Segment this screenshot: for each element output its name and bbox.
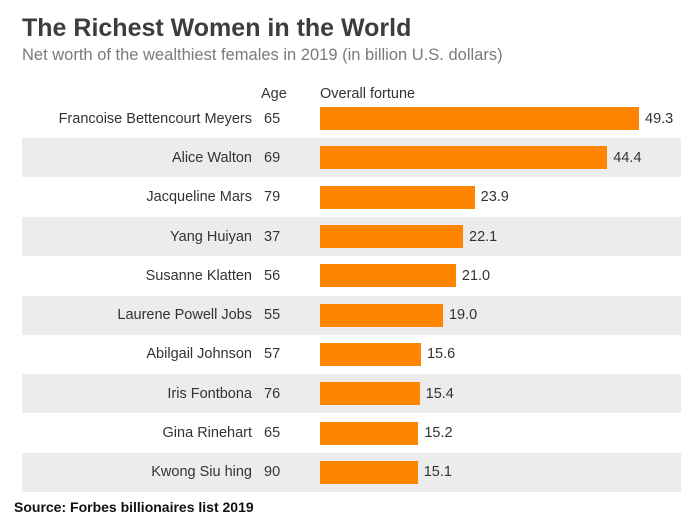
- age-value: 69: [264, 149, 281, 166]
- chart-subtitle: Net worth of the wealthiest females in 2…: [22, 46, 503, 64]
- age-value: 55: [264, 307, 281, 324]
- category-label: Laurene Powell Jobs: [117, 307, 252, 324]
- data-label: 21.0: [461, 267, 491, 284]
- age-value: 65: [264, 110, 281, 127]
- fortune-bar: [320, 107, 639, 131]
- category-label: Alice Walton: [171, 149, 252, 166]
- data-label: 22.1: [469, 228, 498, 245]
- category-label: Abilgail Johnson: [146, 346, 252, 363]
- fortune-bar: [320, 185, 475, 209]
- data-label: 15.6: [426, 346, 456, 363]
- age-value: 76: [264, 385, 281, 402]
- source-note: Source: Forbes billionaires list 2019: [14, 499, 254, 515]
- age-value: 37: [264, 228, 281, 245]
- data-label: 15.4: [425, 385, 454, 402]
- data-label: 15.2: [424, 425, 453, 442]
- chart-title: The Richest Women in the World: [22, 14, 412, 42]
- category-label: Jacqueline Mars: [146, 189, 252, 206]
- category-label: Yang Huiyan: [170, 228, 252, 245]
- data-label: 23.9: [480, 189, 509, 206]
- fortune-column-header: Overall fortune: [320, 86, 416, 102]
- fortune-bar: [320, 382, 420, 406]
- age-value: 79: [264, 189, 281, 206]
- data-label: 15.1: [423, 464, 452, 481]
- fortune-bar: [320, 421, 419, 445]
- fortune-bar: [320, 342, 421, 366]
- fortune-bar: [320, 146, 608, 170]
- age-value: 57: [264, 346, 281, 363]
- category-label: Francoise Bettencourt Meyers: [58, 110, 252, 127]
- category-label: Iris Fontbona: [167, 385, 252, 402]
- fortune-bar: [320, 460, 418, 484]
- fortune-bar: [320, 264, 456, 288]
- fortune-bar: [320, 225, 463, 249]
- age-value: 56: [264, 267, 281, 284]
- age-column-header: Age: [261, 86, 287, 102]
- data-label: 44.4: [613, 149, 642, 166]
- fortune-bar: [320, 303, 443, 327]
- age-value: 65: [264, 425, 281, 442]
- data-label: 49.3: [645, 110, 674, 127]
- category-label: Gina Rinehart: [162, 425, 252, 442]
- category-label: Susanne Klatten: [145, 267, 252, 284]
- data-label: 19.0: [448, 307, 478, 324]
- age-value: 90: [264, 464, 281, 481]
- category-label: Kwong Siu hing: [151, 464, 252, 481]
